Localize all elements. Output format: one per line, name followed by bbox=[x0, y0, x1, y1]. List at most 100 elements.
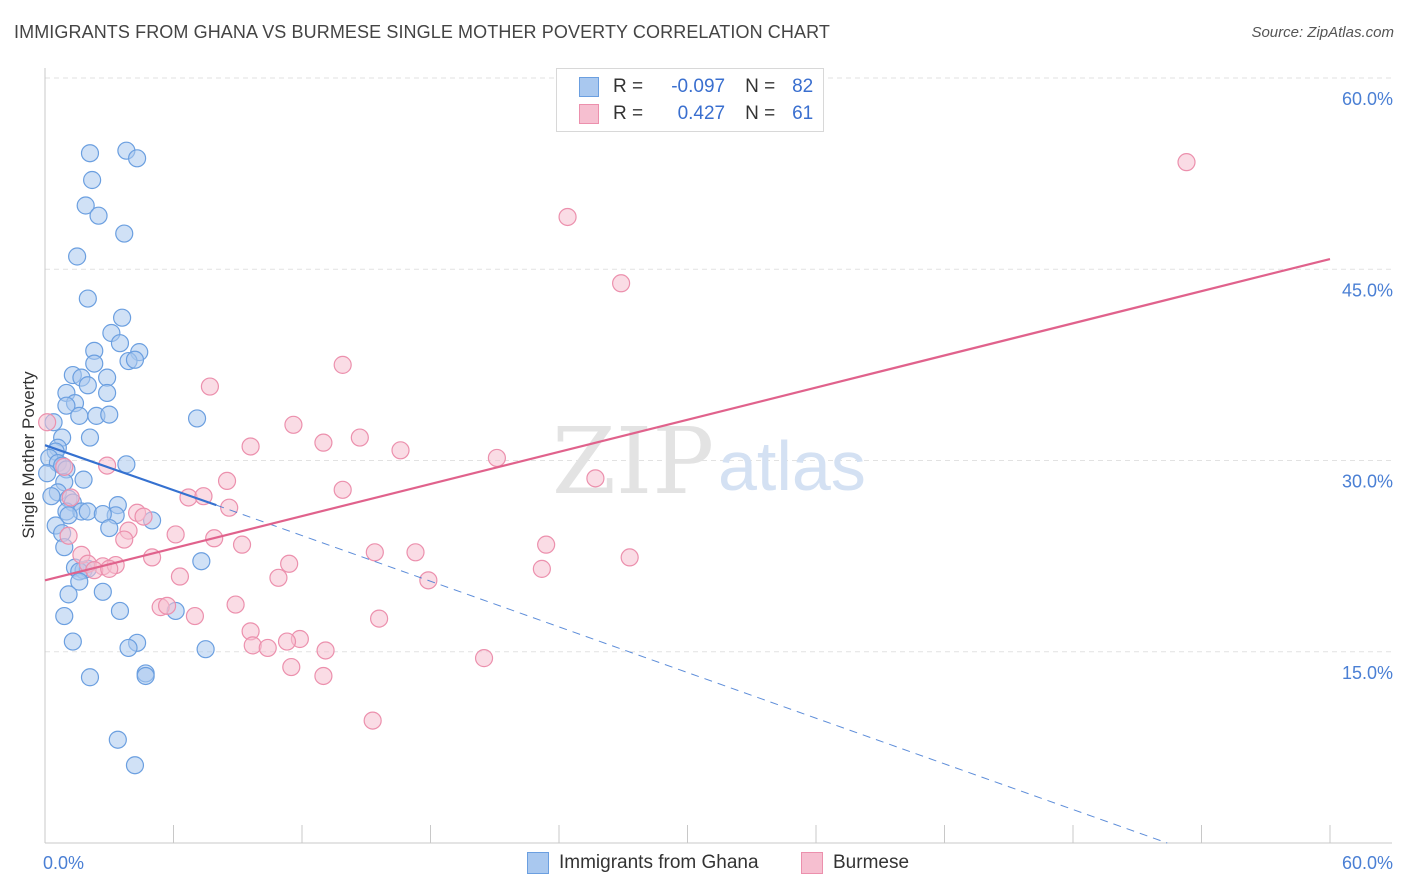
point-burmese bbox=[487, 448, 506, 468]
point-ghana bbox=[187, 409, 207, 428]
legend-n-value: 61 bbox=[792, 103, 814, 124]
legend-row-ghana: R = -0.097 N = 82 bbox=[579, 74, 813, 100]
point-burmese bbox=[612, 274, 631, 293]
point-ghana bbox=[108, 730, 127, 749]
legend-swatch-burmese bbox=[579, 104, 599, 124]
point-burmese bbox=[243, 636, 262, 655]
legend-r-value: 0.427 bbox=[677, 103, 726, 124]
point-burmese bbox=[391, 441, 410, 460]
point-burmese bbox=[194, 487, 213, 506]
point-burmese bbox=[269, 568, 288, 587]
point-burmese bbox=[258, 638, 277, 658]
bottom-legend-swatch-ghana bbox=[527, 852, 549, 874]
point-burmese bbox=[474, 649, 494, 668]
x-tick-label: 60.0% bbox=[1342, 853, 1393, 873]
point-burmese bbox=[558, 207, 577, 227]
point-burmese bbox=[232, 535, 252, 554]
point-burmese bbox=[217, 471, 237, 490]
point-burmese bbox=[98, 456, 117, 475]
point-burmese bbox=[200, 377, 220, 396]
point-ghana bbox=[136, 666, 155, 686]
point-ghana bbox=[42, 487, 61, 506]
point-burmese bbox=[586, 469, 605, 488]
point-burmese bbox=[280, 554, 299, 573]
point-burmese bbox=[220, 498, 239, 517]
y-axis-label: Single Mother Poverty bbox=[19, 371, 38, 539]
point-ghana bbox=[93, 582, 112, 601]
point-ghana bbox=[83, 170, 102, 190]
point-ghana bbox=[100, 518, 119, 538]
point-burmese bbox=[277, 632, 297, 651]
legend-swatch-ghana bbox=[579, 77, 599, 97]
point-ghana bbox=[38, 464, 57, 483]
point-ghana bbox=[80, 144, 100, 163]
point-burmese bbox=[333, 355, 352, 374]
point-ghana bbox=[80, 428, 100, 447]
point-burmese bbox=[61, 488, 80, 507]
legend-n-label: N = bbox=[745, 103, 776, 124]
point-burmese bbox=[185, 606, 205, 626]
point-burmese bbox=[282, 657, 301, 677]
point-ghana bbox=[98, 368, 117, 387]
point-ghana bbox=[70, 572, 89, 591]
point-burmese bbox=[241, 437, 260, 456]
point-ghana bbox=[196, 640, 215, 659]
trend-line-ghana bbox=[44, 444, 217, 507]
bottom-legend-ghana: Immigrants from Ghana bbox=[527, 852, 759, 874]
point-ghana bbox=[115, 224, 134, 243]
trend-line-ghana-dashed bbox=[216, 504, 1168, 844]
point-burmese bbox=[370, 609, 389, 628]
point-ghana bbox=[110, 601, 130, 621]
point-burmese bbox=[314, 666, 333, 686]
point-burmese bbox=[157, 596, 177, 615]
point-burmese bbox=[166, 525, 185, 544]
point-burmese bbox=[284, 415, 303, 434]
x-tick-label: 0.0% bbox=[43, 853, 84, 873]
point-burmese bbox=[333, 480, 352, 499]
point-burmese bbox=[115, 530, 134, 549]
point-ghana bbox=[112, 308, 132, 327]
y-tick-label: 60.0% bbox=[1342, 89, 1393, 109]
legend-r-label: R = bbox=[613, 103, 644, 124]
point-ghana bbox=[63, 632, 82, 651]
point-burmese bbox=[537, 535, 556, 554]
legend-r-value: -0.097 bbox=[671, 76, 726, 97]
point-ghana bbox=[78, 289, 97, 308]
legend-n-label: N = bbox=[745, 76, 776, 97]
point-burmese bbox=[170, 567, 190, 586]
point-ghana bbox=[127, 149, 147, 168]
correlation-legend: R = -0.097 N = 82 R = 0.427 N = 61 bbox=[556, 68, 824, 132]
point-ghana bbox=[74, 470, 93, 489]
bottom-legend-swatch-burmese bbox=[801, 852, 823, 874]
trend-line-burmese bbox=[44, 257, 1331, 582]
point-ghana bbox=[59, 506, 78, 525]
point-ghana bbox=[89, 206, 108, 225]
point-burmese bbox=[350, 428, 369, 447]
legend-row-burmese: R = 0.427 N = 61 bbox=[579, 101, 813, 127]
y-tick-label: 15.0% bbox=[1342, 663, 1393, 683]
watermark-atlas: atlas bbox=[718, 427, 866, 505]
point-ghana bbox=[119, 638, 138, 658]
point-ghana bbox=[125, 756, 145, 775]
point-ghana bbox=[70, 406, 89, 425]
point-burmese bbox=[314, 433, 333, 452]
point-burmese bbox=[55, 457, 74, 476]
point-ghana bbox=[57, 396, 76, 415]
point-ghana bbox=[78, 502, 97, 521]
point-ghana bbox=[68, 247, 87, 266]
bottom-legend-label-burmese: Burmese bbox=[833, 852, 910, 873]
point-ghana bbox=[80, 668, 100, 687]
source-credit: Source: ZipAtlas.com bbox=[1251, 24, 1394, 41]
point-ghana bbox=[100, 405, 119, 424]
point-burmese bbox=[226, 595, 245, 614]
point-ghana bbox=[192, 552, 211, 571]
point-burmese bbox=[1177, 153, 1196, 172]
legend-r-label: R = bbox=[613, 76, 644, 97]
point-ghana bbox=[98, 383, 117, 403]
point-burmese bbox=[363, 711, 382, 730]
watermark-zip: ZIP bbox=[552, 408, 714, 515]
bottom-legend-label-ghana: Immigrants from Ghana bbox=[559, 852, 759, 873]
y-tick-label: 30.0% bbox=[1342, 472, 1393, 492]
point-burmese bbox=[316, 641, 335, 660]
